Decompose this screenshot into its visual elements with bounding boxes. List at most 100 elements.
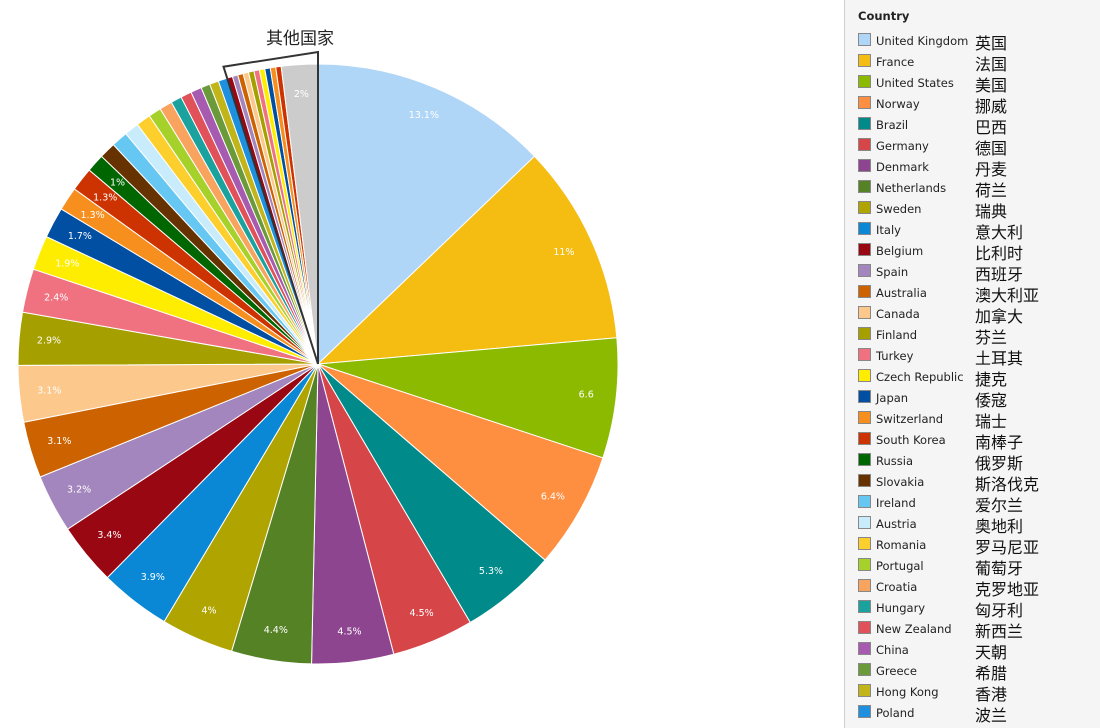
slice-label: 4% bbox=[201, 606, 216, 617]
legend-name-zh: 美国 bbox=[975, 76, 1008, 95]
legend-item-sweden: Sweden 瑞典 bbox=[858, 199, 1098, 221]
legend-name-zh: 奥地利 bbox=[975, 517, 1024, 536]
legend-swatch bbox=[858, 684, 871, 697]
legend-swatch bbox=[858, 516, 871, 529]
legend-swatch bbox=[858, 75, 871, 88]
slice-label: 2% bbox=[294, 89, 309, 100]
legend-item-poland: Poland 波兰 bbox=[858, 703, 1098, 725]
legend-item-ireland: Ireland 爱尔兰 bbox=[858, 493, 1098, 515]
legend-name-zh: 波兰 bbox=[975, 706, 1008, 725]
legend-item-china: China 天朝 bbox=[858, 640, 1098, 662]
legend: Country United Kingdom 英国 France 法国 United S… bbox=[844, 0, 1100, 728]
legend-name-zh: 香港 bbox=[975, 685, 1008, 704]
legend-swatch bbox=[858, 558, 871, 571]
legend-item-portugal: Portugal 葡萄牙 bbox=[858, 556, 1098, 578]
legend-name-zh: 丹麦 bbox=[975, 160, 1008, 179]
others-bracket bbox=[222, 50, 319, 365]
legend-item-slovakia: Slovakia 斯洛伐克 bbox=[858, 472, 1098, 494]
legend-item-norway: Norway 挪威 bbox=[858, 94, 1098, 116]
legend-name: Czech Republic bbox=[876, 370, 964, 384]
legend-swatch bbox=[858, 117, 871, 130]
slice-label: 3.2% bbox=[67, 484, 91, 495]
legend-swatch bbox=[858, 138, 871, 151]
legend-swatch bbox=[858, 474, 871, 487]
legend-name: Poland bbox=[876, 706, 915, 720]
slice-label: 2.9% bbox=[37, 336, 61, 347]
slice-label: 5.3% bbox=[479, 566, 503, 577]
legend-item-denmark: Denmark 丹麦 bbox=[858, 157, 1098, 179]
legend-swatch bbox=[858, 264, 871, 277]
legend-item-turkey: Turkey 土耳其 bbox=[858, 346, 1098, 368]
legend-name: Netherlands bbox=[876, 181, 947, 195]
pie-slices bbox=[17, 63, 619, 665]
legend-name: France bbox=[876, 55, 915, 69]
slice-label: 1.9% bbox=[55, 258, 79, 269]
legend-name: Slovakia bbox=[876, 475, 925, 489]
legend-swatch bbox=[858, 537, 871, 550]
legend-swatch bbox=[858, 411, 871, 424]
legend-name: China bbox=[876, 643, 909, 657]
legend-name: Belgium bbox=[876, 244, 924, 258]
legend-name: Spain bbox=[876, 265, 909, 279]
legend-swatch bbox=[858, 348, 871, 361]
legend-name: Germany bbox=[876, 139, 929, 153]
pie-labels: 13.1% 11% 6.6 6.4% 5.3% 4.5% 4.5% 4.4% 4% 3.9% 3.4… bbox=[37, 89, 594, 638]
slice-label: 3.1% bbox=[47, 436, 71, 447]
legend-name-zh: 英国 bbox=[975, 34, 1008, 53]
legend-item-france: France 法国 bbox=[858, 52, 1098, 74]
slice-label: 11% bbox=[553, 247, 574, 258]
slice-label: 2.4% bbox=[44, 292, 68, 303]
legend-item-japan: Japan 倭寇 bbox=[858, 388, 1098, 410]
legend-name: Ireland bbox=[876, 496, 916, 510]
legend-name: Portugal bbox=[876, 559, 924, 573]
legend-swatch bbox=[858, 495, 871, 508]
legend-name-zh: 瑞典 bbox=[975, 202, 1008, 221]
slice-united-kingdom bbox=[317, 63, 536, 366]
legend-swatch bbox=[858, 159, 871, 172]
legend-name-zh: 倭寇 bbox=[975, 391, 1008, 410]
legend-name: Russia bbox=[876, 454, 913, 468]
legend-name-zh: 澳大利亚 bbox=[975, 286, 1040, 305]
legend-name: Denmark bbox=[876, 160, 929, 174]
pie-chart: 13.1% 11% 6.6 6.4% 5.3% 4.5% 4.5% 4.4% 4% 3.9% 3.4… bbox=[17, 29, 619, 665]
legend-item-germany: Germany 德国 bbox=[858, 136, 1098, 158]
legend-name-zh: 葡萄牙 bbox=[975, 559, 1024, 578]
legend-name: Romania bbox=[876, 538, 927, 552]
slice-label: 3.9% bbox=[141, 572, 165, 583]
legend-item-czech-republic: Czech Republic 捷克 bbox=[858, 367, 1098, 389]
legend-name-zh: 新西兰 bbox=[975, 622, 1024, 641]
legend-item-hong-kong: Hong Kong 香港 bbox=[858, 682, 1098, 704]
legend-name-zh: 捷克 bbox=[975, 370, 1008, 389]
legend-name-zh: 土耳其 bbox=[975, 349, 1024, 368]
legend-name-zh: 爱尔兰 bbox=[975, 496, 1024, 515]
legend-name: Greece bbox=[876, 664, 917, 678]
legend-item-greece: Greece 希腊 bbox=[858, 661, 1098, 683]
legend-name-zh: 希腊 bbox=[975, 664, 1008, 683]
slice-label: 1.3% bbox=[93, 192, 117, 203]
legend-name-zh: 德国 bbox=[975, 139, 1008, 158]
slice-label: 6.6 bbox=[579, 390, 594, 401]
legend-name: Austria bbox=[876, 517, 917, 531]
legend-name: Sweden bbox=[876, 202, 922, 216]
legend-name: South Korea bbox=[876, 433, 946, 447]
slice-united-states bbox=[317, 337, 619, 459]
legend-item-hungary: Hungary 匈牙利 bbox=[858, 598, 1098, 620]
legend-item-australia: Australia 澳大利亚 bbox=[858, 283, 1098, 305]
legend-name: United States bbox=[876, 76, 954, 90]
legend-name: Switzerland bbox=[876, 412, 944, 426]
slice-label: 6.4% bbox=[541, 492, 565, 503]
legend-item-belgium: Belgium 比利时 bbox=[858, 241, 1098, 263]
legend-swatch bbox=[858, 579, 871, 592]
legend-name-zh: 荷兰 bbox=[975, 181, 1008, 200]
slice-france bbox=[316, 155, 618, 365]
legend-item-united-states: United States 美国 bbox=[858, 73, 1098, 95]
legend-item-netherlands: Netherlands 荷兰 bbox=[858, 178, 1098, 200]
legend-swatch bbox=[858, 621, 871, 634]
legend-name-zh: 南棒子 bbox=[975, 433, 1024, 452]
slice-norway bbox=[317, 363, 604, 561]
legend-item-finland: Finland 芬兰 bbox=[858, 325, 1098, 347]
legend-item-austria: Austria 奥地利 bbox=[858, 514, 1098, 536]
legend-name-zh: 挪威 bbox=[975, 97, 1008, 116]
slice-label: 1.7% bbox=[68, 231, 92, 242]
slice-label: 1.3% bbox=[81, 210, 105, 221]
